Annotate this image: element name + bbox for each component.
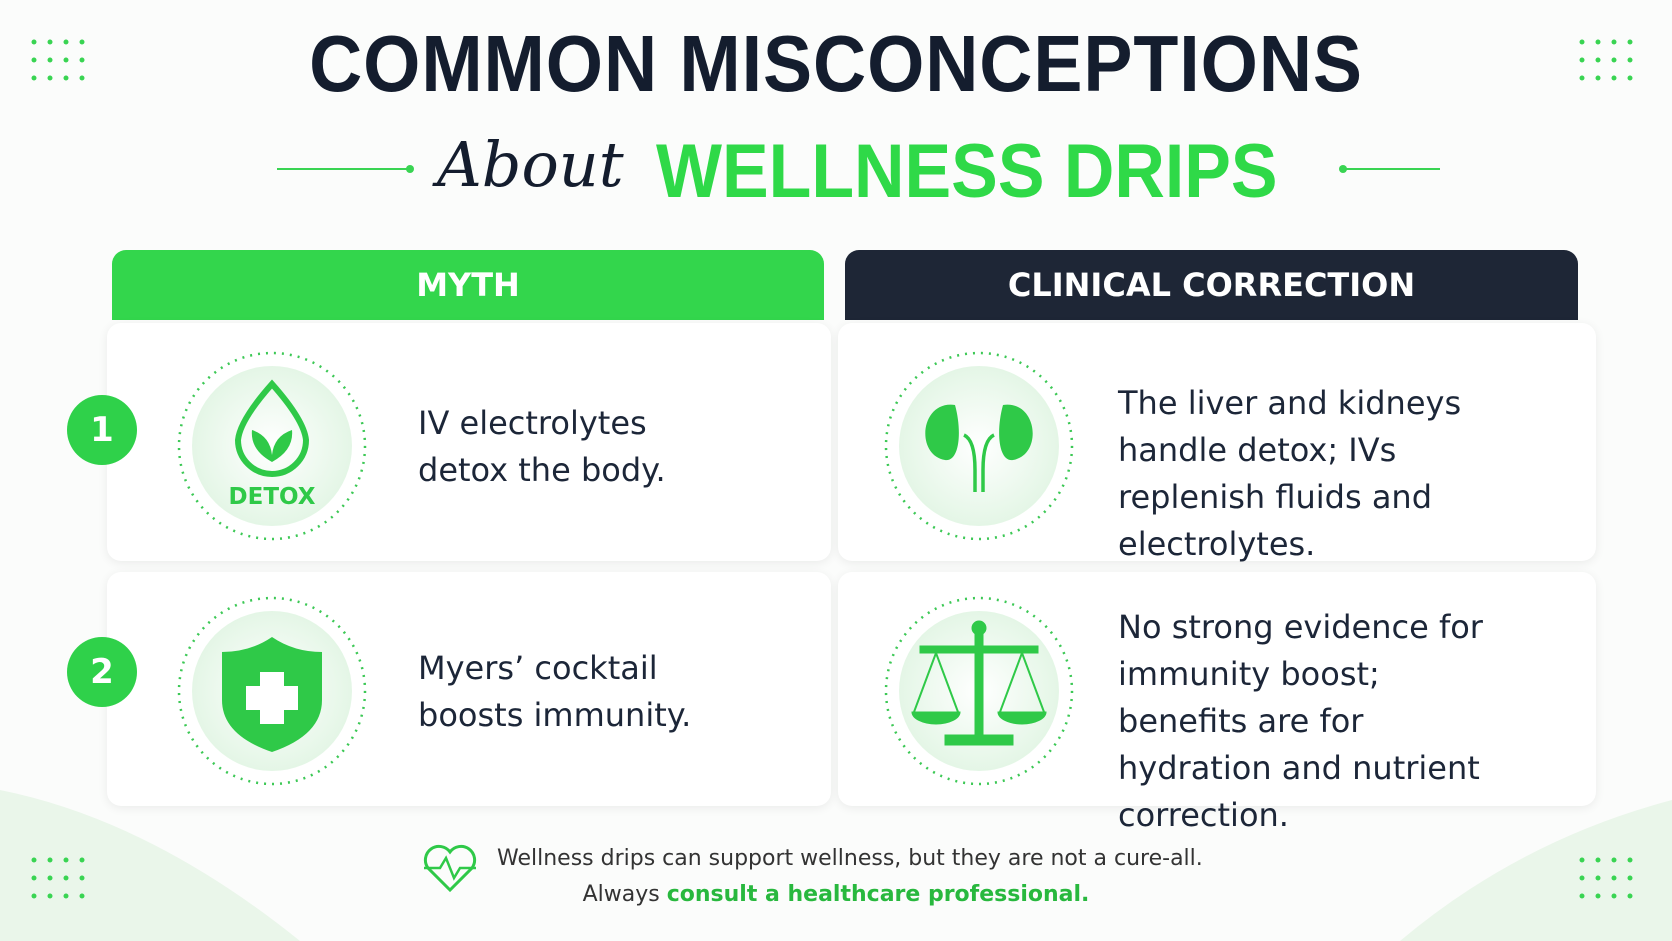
title: COMMON MISCONCEPTIONS xyxy=(309,19,1363,108)
myth-header: MYTH xyxy=(112,250,824,320)
footer-prefix: Always xyxy=(582,882,660,907)
row-number: 2 xyxy=(67,637,137,707)
footer-line: Always consult a healthcare professional. xyxy=(0,882,1672,907)
row-number: 1 xyxy=(67,395,137,465)
script-word: About xyxy=(437,128,624,201)
footer-highlight: consult a healthcare professional. xyxy=(666,882,1090,907)
correction-header: CLINICAL CORRECTION xyxy=(845,250,1578,320)
icon-label: DETOX xyxy=(228,484,316,510)
subtitle: WELLNESS DRIPS xyxy=(656,129,1278,214)
correction-text: The liver and kidneys handle detox; IVs … xyxy=(1118,384,1462,563)
myth-text: Myers’ cocktail boosts immunity. xyxy=(418,649,692,734)
footer-text: Wellness drips can support wellness, but… xyxy=(497,846,1203,871)
correction-text: No strong evidence for immunity boost; b… xyxy=(1118,608,1483,834)
myth-text: IV electrolytes detox the body. xyxy=(418,404,666,489)
